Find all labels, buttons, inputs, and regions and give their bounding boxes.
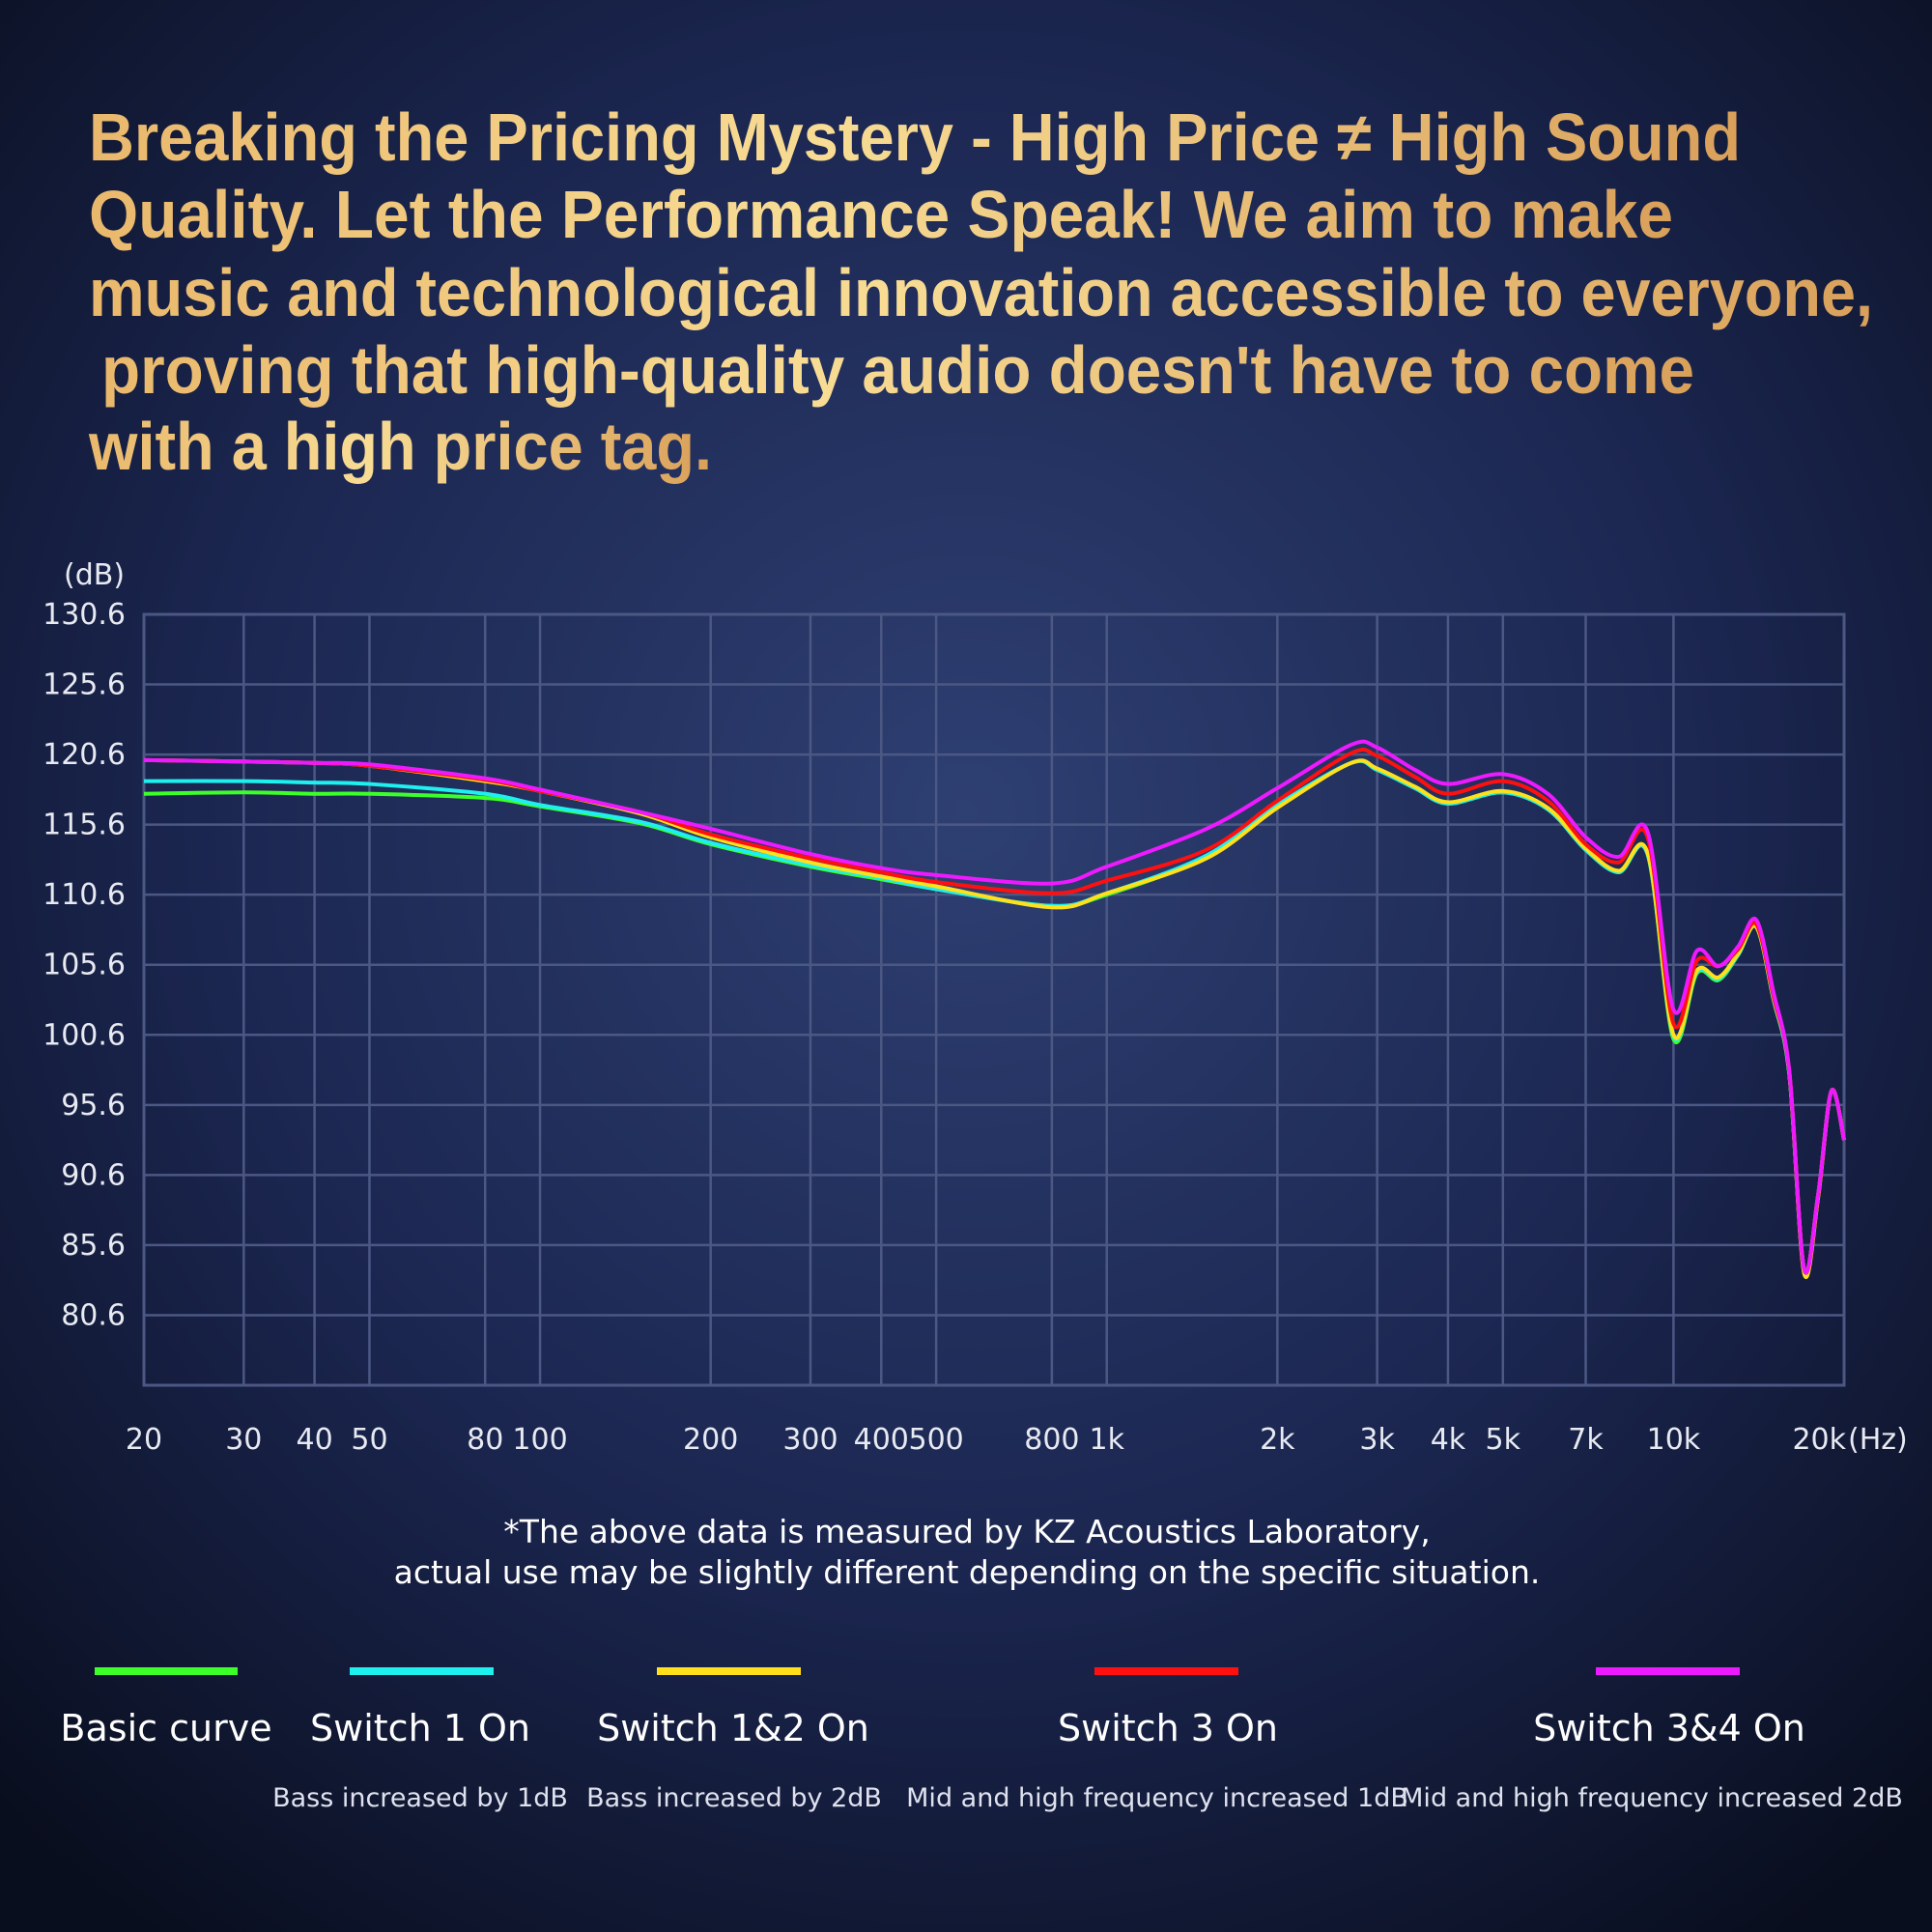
x-tick-label: 7k <box>1568 1423 1604 1457</box>
x-tick-label: 4k <box>1431 1423 1466 1457</box>
y-tick-label: 80.6 <box>61 1298 126 1332</box>
x-tick-label: 30 <box>225 1423 262 1457</box>
y-tick-label: 130.6 <box>43 598 126 632</box>
x-tick-label: 800 <box>1024 1423 1079 1457</box>
x-tick-label: 500 <box>908 1423 963 1457</box>
legend-description: Bass increased by 1dB <box>272 1783 568 1813</box>
x-tick-label: 20k <box>1792 1423 1846 1457</box>
y-tick-label: 85.6 <box>61 1229 126 1263</box>
y-tick-label: 110.6 <box>43 878 126 912</box>
title-line: with a high price tag. <box>88 409 712 484</box>
x-tick-label: 300 <box>782 1423 838 1457</box>
y-tick-label: 125.6 <box>43 668 126 702</box>
x-axis-label: (Hz) <box>1848 1423 1908 1457</box>
x-tick-label: 3k <box>1359 1423 1395 1457</box>
title-line: Quality. Let the Performance Speak! We a… <box>89 177 1673 252</box>
legend-label: Switch 1&2 On <box>597 1707 869 1749</box>
y-axis-label: (dB) <box>64 558 125 592</box>
x-tick-label: 20 <box>126 1423 162 1457</box>
y-tick-label: 120.6 <box>43 738 126 772</box>
legend-description: Mid and high frequency increased 1dB <box>906 1783 1408 1813</box>
y-tick-label: 105.6 <box>43 949 126 982</box>
x-tick-label: 5k <box>1486 1423 1521 1457</box>
legend-label: Switch 1 On <box>310 1707 530 1749</box>
footnote: actual use may be slightly different dep… <box>394 1553 1541 1591</box>
x-tick-label: 2k <box>1260 1423 1295 1457</box>
x-tick-label: 200 <box>683 1423 738 1457</box>
y-tick-label: 95.6 <box>61 1089 126 1122</box>
legend-label: Switch 3&4 On <box>1533 1707 1805 1749</box>
title-line: proving that high-quality audio doesn't … <box>101 332 1694 408</box>
x-tick-label: 40 <box>297 1423 333 1457</box>
series-line <box>143 739 1846 1275</box>
x-tick-label: 10k <box>1647 1423 1701 1457</box>
y-tick-label: 115.6 <box>43 809 126 842</box>
legend-description: Mid and high frequency increased 2dB <box>1401 1783 1903 1813</box>
footnote: *The above data is measured by KZ Acoust… <box>503 1513 1430 1550</box>
legend-label: Switch 3 On <box>1058 1707 1278 1749</box>
y-tick-label: 90.6 <box>61 1158 126 1192</box>
legend-description: Bass increased by 2dB <box>586 1783 882 1813</box>
x-tick-label: 100 <box>512 1423 567 1457</box>
x-tick-label: 80 <box>467 1423 503 1457</box>
title-line: Breaking the Pricing Mystery - High Pric… <box>89 99 1741 175</box>
title-line: music and technological innovation acces… <box>89 255 1873 330</box>
x-tick-label: 400 <box>854 1423 909 1457</box>
y-tick-label: 100.6 <box>43 1018 126 1052</box>
legend-label: Basic curve <box>60 1707 271 1749</box>
x-tick-label: 1k <box>1089 1423 1124 1457</box>
x-tick-label: 50 <box>351 1423 387 1457</box>
